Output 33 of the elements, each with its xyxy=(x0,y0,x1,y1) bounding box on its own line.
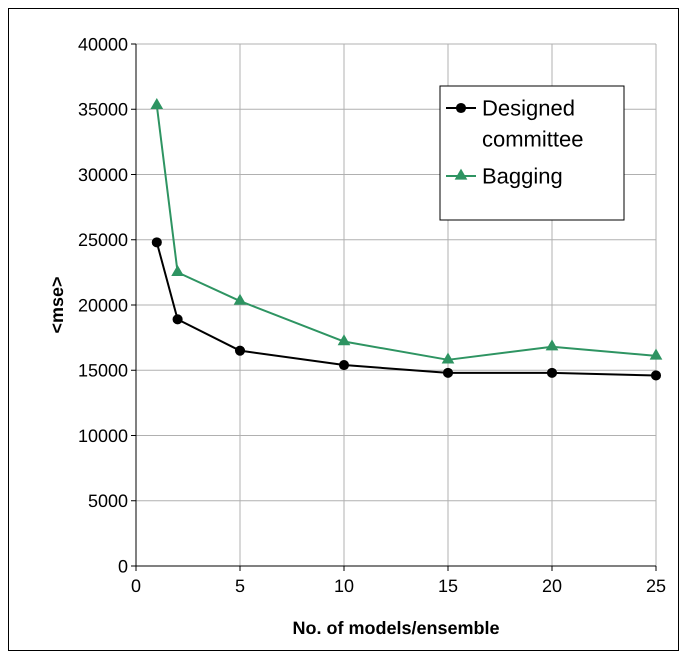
y-tick-label: 30000 xyxy=(78,164,128,185)
point xyxy=(338,334,350,346)
point xyxy=(442,352,454,364)
x-tick-label: 15 xyxy=(438,576,458,596)
legend-label: Bagging xyxy=(482,164,563,189)
y-tick-label: 25000 xyxy=(78,230,128,250)
x-tick-label: 5 xyxy=(234,576,246,596)
point xyxy=(172,314,183,324)
point xyxy=(546,339,558,350)
point xyxy=(234,294,246,305)
y-tick-label: 10000 xyxy=(78,426,128,446)
x-tick-label: 0 xyxy=(130,576,142,596)
point xyxy=(442,368,454,378)
y-tick-label: 15000 xyxy=(78,360,128,381)
point xyxy=(650,370,662,381)
point xyxy=(338,360,350,370)
y-axis-title: <mse> xyxy=(47,276,67,334)
point xyxy=(650,348,662,360)
point xyxy=(234,346,246,356)
y-tick-label: 40000 xyxy=(78,34,128,54)
point xyxy=(546,368,558,378)
point xyxy=(150,98,164,110)
x-axis-title: No. of models/ensemble xyxy=(292,618,500,638)
y-tick-label: 20000 xyxy=(78,295,128,316)
point xyxy=(171,265,184,276)
x-tick-label: 25 xyxy=(646,576,666,596)
legend-label: Designed committee xyxy=(482,96,584,152)
point xyxy=(152,237,162,248)
x-tick-label: 20 xyxy=(542,576,562,596)
x-tick-label: 10 xyxy=(334,576,354,596)
y-tick-label: 5000 xyxy=(88,491,128,512)
y-tick-label: 35000 xyxy=(78,100,128,120)
y-tick-label: 0 xyxy=(118,556,128,576)
